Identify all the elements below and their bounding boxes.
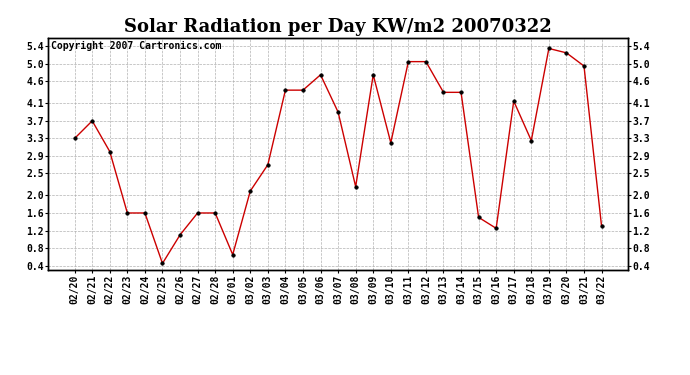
Title: Solar Radiation per Day KW/m2 20070322: Solar Radiation per Day KW/m2 20070322 [124,18,552,36]
Text: Copyright 2007 Cartronics.com: Copyright 2007 Cartronics.com [51,41,221,51]
